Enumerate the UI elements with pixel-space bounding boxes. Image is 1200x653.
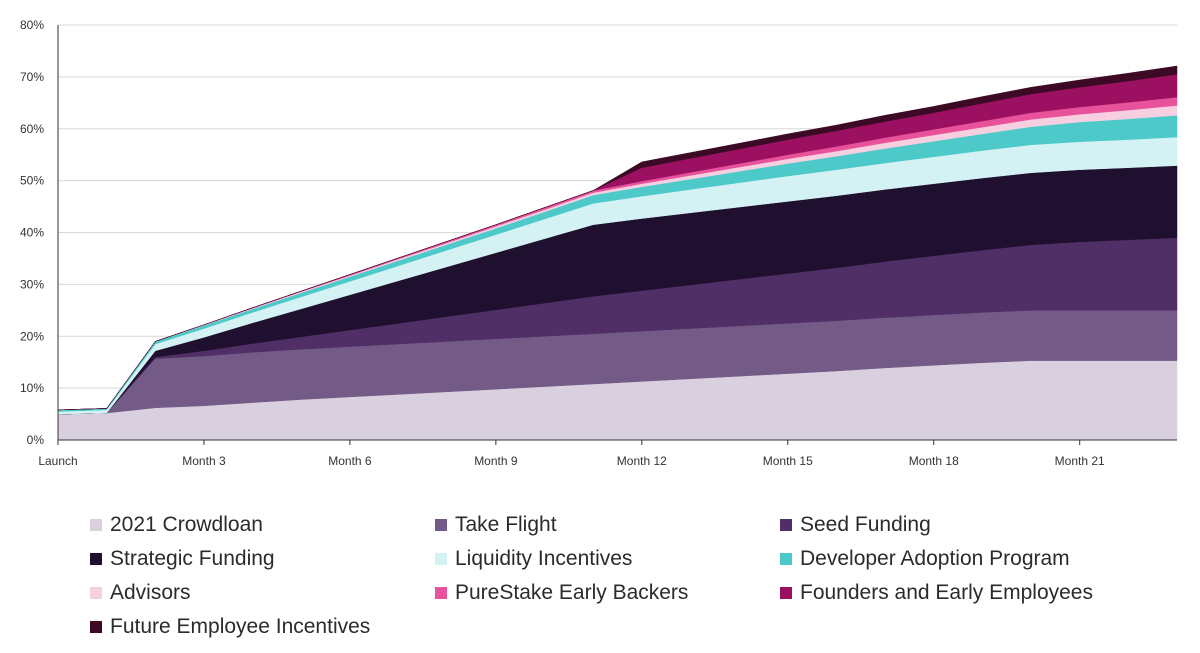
legend-item: 2021 Crowdloan	[90, 510, 263, 540]
legend-item: PureStake Early Backers	[435, 578, 688, 608]
x-tick-label: Month 9	[474, 454, 518, 468]
x-tick-label: Month 21	[1055, 454, 1105, 468]
legend-item: Strategic Funding	[90, 544, 275, 574]
legend-label: Future Employee Incentives	[110, 615, 371, 638]
legend-swatch	[435, 553, 447, 565]
legend-swatch	[90, 621, 102, 633]
area-future-employee-incentives	[57, 65, 1178, 411]
legend-label: Take Flight	[455, 513, 557, 536]
legend-item: Founders and Early Employees	[780, 578, 1093, 608]
legend-label: Liquidity Incentives	[455, 547, 633, 570]
legend-label: Founders and Early Employees	[800, 581, 1093, 604]
legend-swatch	[780, 519, 792, 531]
legend-item: Liquidity Incentives	[435, 544, 632, 574]
legend-label: PureStake Early Backers	[455, 581, 689, 604]
legend-item: Future Employee Incentives	[90, 612, 370, 642]
y-tick-label: 10%	[20, 381, 44, 395]
legend-swatch	[90, 587, 102, 599]
y-tick-label: 0%	[27, 433, 45, 447]
y-tick-label: 80%	[20, 18, 44, 32]
legend-item: Take Flight	[435, 510, 557, 540]
legend-item: Developer Adoption Program	[780, 544, 1070, 574]
axes: 0% 10% 20% 30% 40% 50% 60% 70% 80% Launch Month 3 M…	[20, 18, 1177, 468]
stacked-area-chart: 0% 10% 20% 30% 40% 50% 60% 70% 80% Launch Month 3 M…	[20, 18, 1178, 468]
x-tick-label: Month 12	[617, 454, 667, 468]
legend-swatch	[90, 553, 102, 565]
legend-swatch	[435, 587, 447, 599]
y-tick-label: 20%	[20, 329, 44, 343]
area-series	[57, 65, 1178, 441]
y-tick-label: 50%	[20, 174, 44, 188]
legend-label: Developer Adoption Program	[800, 547, 1070, 570]
y-tick-label: 60%	[20, 122, 44, 136]
legend-item: Advisors	[90, 578, 191, 608]
legend-swatch	[435, 519, 447, 531]
legend-swatch	[780, 553, 792, 565]
x-tick-label: Launch	[38, 454, 77, 468]
x-tick-label: Month 3	[182, 454, 226, 468]
x-tick-label: Month 15	[763, 454, 813, 468]
legend-label: Strategic Funding	[110, 547, 275, 570]
legend-label: Advisors	[110, 581, 191, 604]
legend-label: Seed Funding	[800, 513, 931, 536]
legend-label: 2021 Crowdloan	[110, 513, 263, 536]
legend-swatch	[780, 587, 792, 599]
legend-item: Seed Funding	[780, 510, 931, 540]
y-tick-label: 30%	[20, 277, 44, 291]
x-tick-label: Month 6	[328, 454, 372, 468]
legend-swatch	[90, 519, 102, 531]
x-tick-label: Month 18	[909, 454, 959, 468]
y-tick-label: 70%	[20, 70, 44, 84]
y-tick-label: 40%	[20, 226, 44, 240]
